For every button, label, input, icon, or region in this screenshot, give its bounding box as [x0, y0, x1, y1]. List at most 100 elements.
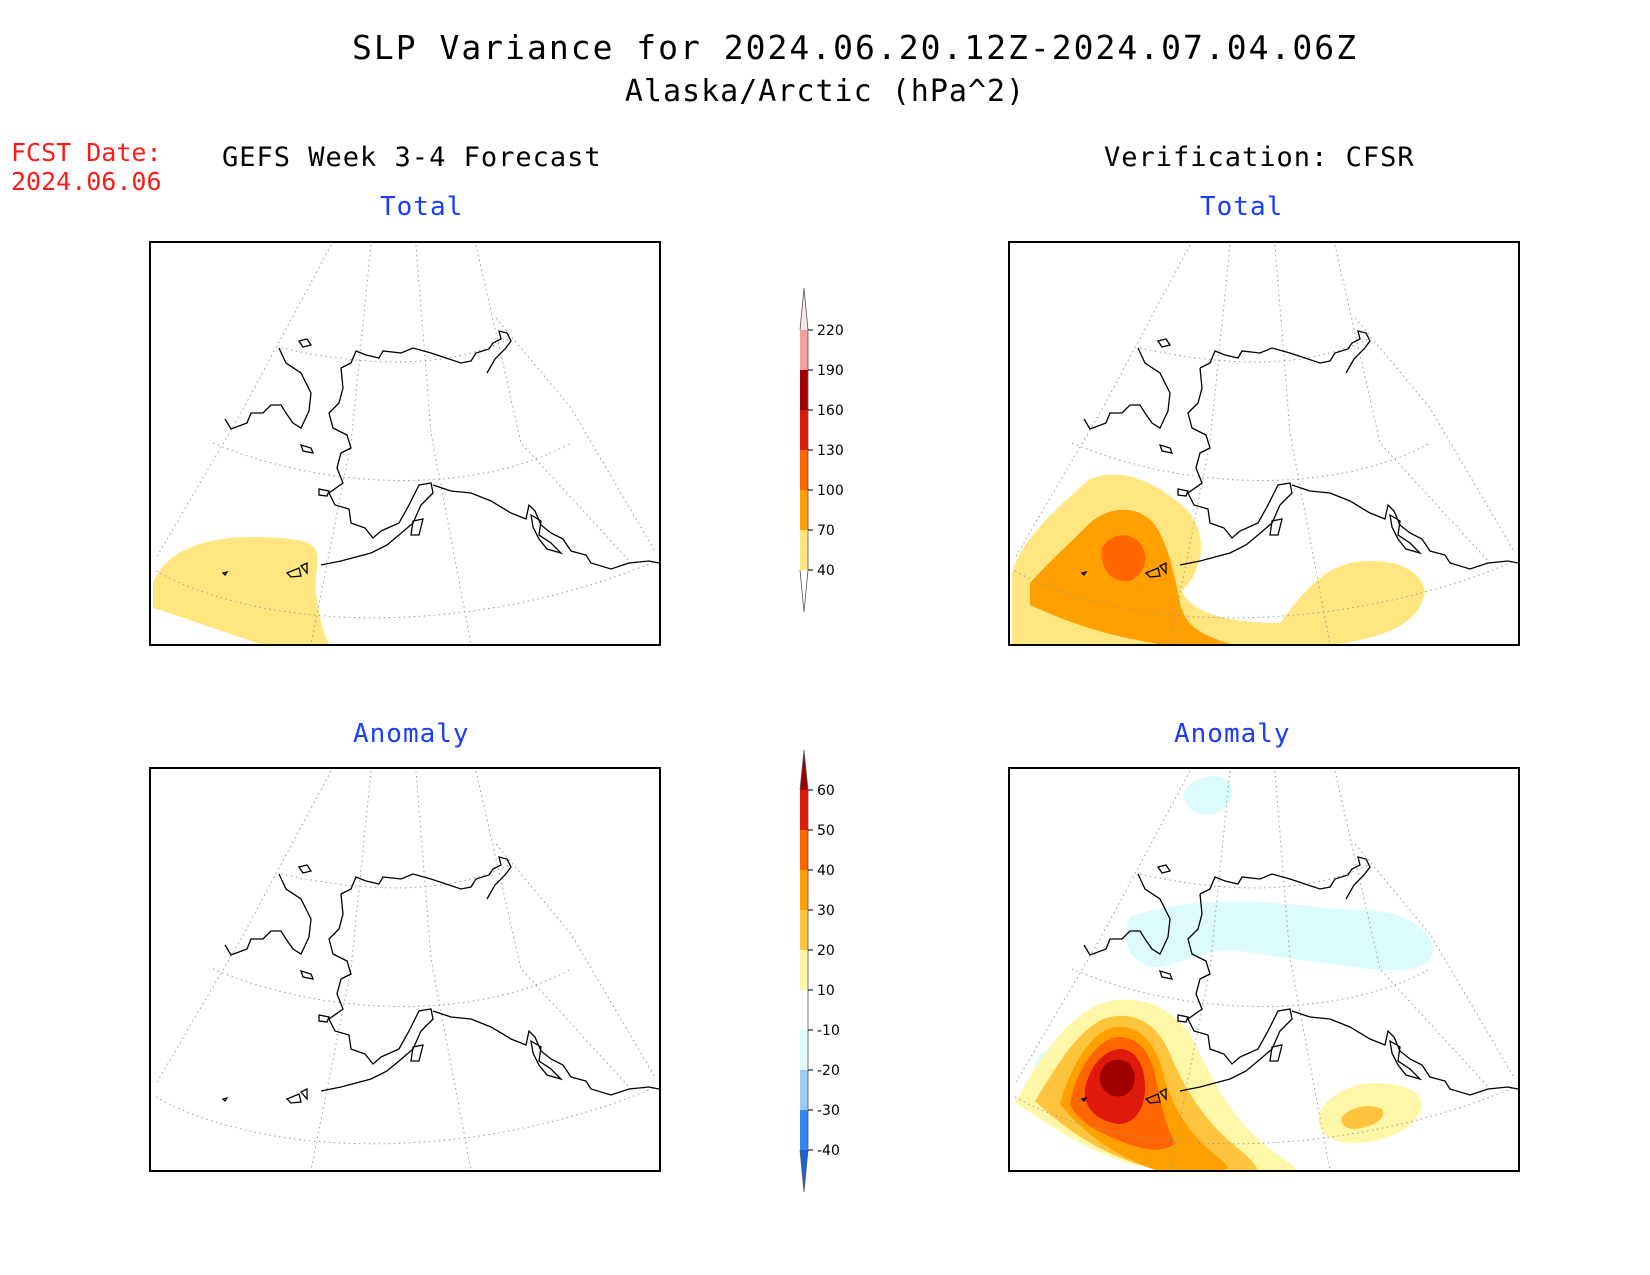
- coastline-path: [410, 518, 424, 536]
- graticule-line: [212, 442, 572, 481]
- forecast-date-label: FCST Date:: [11, 138, 162, 167]
- coastline-path: [1179, 893, 1293, 1092]
- graticule-line: [1334, 244, 1491, 564]
- coastline-path: [1199, 330, 1371, 374]
- variance-contour-100: [1101, 535, 1146, 582]
- graticule-line: [495, 843, 657, 1080]
- coastline-path: [340, 330, 512, 374]
- colorbar-box: [800, 1110, 808, 1150]
- map-forecast-anomaly: [155, 770, 659, 1170]
- colorbar-tick-label: 190: [817, 363, 844, 379]
- coastline-path: [320, 367, 434, 566]
- colorbar-tick-label: 130: [817, 443, 844, 459]
- coastline-path: [1080, 1096, 1088, 1103]
- colorbar-box: [800, 410, 808, 450]
- coastline-path: [224, 873, 312, 956]
- graticule-line: [495, 317, 657, 554]
- graticule-line: [1169, 770, 1231, 1170]
- colorbar-box: [800, 530, 808, 570]
- colorbar-tick-label: 40: [817, 563, 835, 579]
- graticule-line: [280, 337, 512, 363]
- coastline-path: [1156, 338, 1172, 348]
- colorbar-tick-label: 40: [817, 863, 835, 879]
- graticule-line: [1071, 968, 1431, 1007]
- coastline-path: [1177, 488, 1189, 497]
- graticule-line: [1014, 560, 1516, 619]
- map-forecast-total: [153, 244, 659, 644]
- colorbar-bottom-arrow: [800, 570, 808, 612]
- coastline-path: [285, 1093, 302, 1104]
- map-graticule: [155, 244, 657, 644]
- map-panel-verification-total: [1008, 241, 1520, 646]
- main-subtitle: Alaska/Arctic (hPa^2): [624, 74, 1026, 109]
- colorbar-bottom-arrow: [800, 1150, 808, 1192]
- coastline-path: [299, 561, 308, 575]
- map-panel-forecast-anomaly: [149, 767, 661, 1172]
- coastline-path: [1083, 873, 1171, 956]
- coastline: [1080, 330, 1518, 578]
- coastline-path: [318, 488, 330, 497]
- bottom-right-panel-title: Anomaly: [1174, 719, 1291, 749]
- coastline-path: [221, 1096, 229, 1103]
- graticule-line: [1354, 317, 1516, 554]
- coastline-path: [1199, 856, 1371, 900]
- coastline-path: [1269, 518, 1283, 536]
- coastline-path: [1291, 484, 1518, 570]
- graticule-line: [310, 770, 372, 1170]
- coastline-path: [221, 570, 229, 577]
- coastline-path: [1389, 1039, 1423, 1081]
- coastline-path: [432, 1010, 659, 1096]
- coastline-path: [1144, 1093, 1161, 1104]
- coastline: [1080, 856, 1518, 1104]
- map-graticule: [1014, 244, 1516, 644]
- graticule-line: [1014, 1086, 1516, 1145]
- colorbar-box: [800, 330, 808, 370]
- graticule-line: [415, 244, 472, 644]
- coastline-path: [318, 1014, 330, 1023]
- graticule-line: [415, 770, 472, 1170]
- coastline-path: [1158, 444, 1174, 454]
- colorbar-box: [800, 370, 808, 410]
- colorbar-top-arrow: [800, 750, 808, 790]
- graticule-line: [155, 560, 657, 619]
- graticule-line: [155, 1086, 657, 1145]
- coastline-path: [530, 513, 564, 555]
- coastline-path: [1179, 367, 1293, 566]
- graticule-line: [1071, 442, 1431, 481]
- anomaly-contour-60: [1099, 1059, 1135, 1097]
- graticule-line: [1139, 337, 1371, 363]
- colorbar-box: [800, 1030, 808, 1070]
- coastline-path: [410, 1044, 424, 1062]
- graticule-line: [212, 968, 572, 1007]
- coastline-path: [320, 893, 434, 1092]
- colorbar-tick-label: 220: [817, 323, 844, 339]
- variance-contour-40: [153, 537, 329, 644]
- coastline-path: [1177, 1014, 1189, 1023]
- colorbar-tick-label: 70: [817, 523, 835, 539]
- colorbar-tick-label: 60: [817, 783, 835, 799]
- map-graticule: [155, 770, 657, 1170]
- map-panel-verification-anomaly: [1008, 767, 1520, 1172]
- colorbar-box: [800, 450, 808, 490]
- graticule-line: [1169, 244, 1231, 644]
- map-graticule: [1014, 770, 1516, 1170]
- coastline-path: [1158, 1087, 1167, 1101]
- colorbar-tick-label: 30: [817, 903, 835, 919]
- coastline-path: [530, 1039, 564, 1081]
- forecast-date: FCST Date: 2024.06.06: [11, 138, 162, 196]
- left-column-heading: GEFS Week 3-4 Forecast: [222, 142, 602, 173]
- colorbar-box: [800, 790, 808, 830]
- colorbar-box: [800, 990, 808, 1030]
- colorbar-tick-label: 10: [817, 983, 835, 999]
- colorbar-box: [800, 830, 808, 870]
- coastline-path: [297, 338, 313, 348]
- coastline-path: [1080, 570, 1088, 577]
- graticule-line: [155, 244, 332, 559]
- coastline-path: [432, 484, 659, 570]
- coastline-path: [1389, 513, 1423, 555]
- graticule-line: [475, 770, 632, 1090]
- colorbar-top-arrow: [800, 288, 808, 330]
- coastline-path: [299, 444, 315, 454]
- colorbar-box: [800, 490, 808, 530]
- graticule-line: [475, 244, 632, 564]
